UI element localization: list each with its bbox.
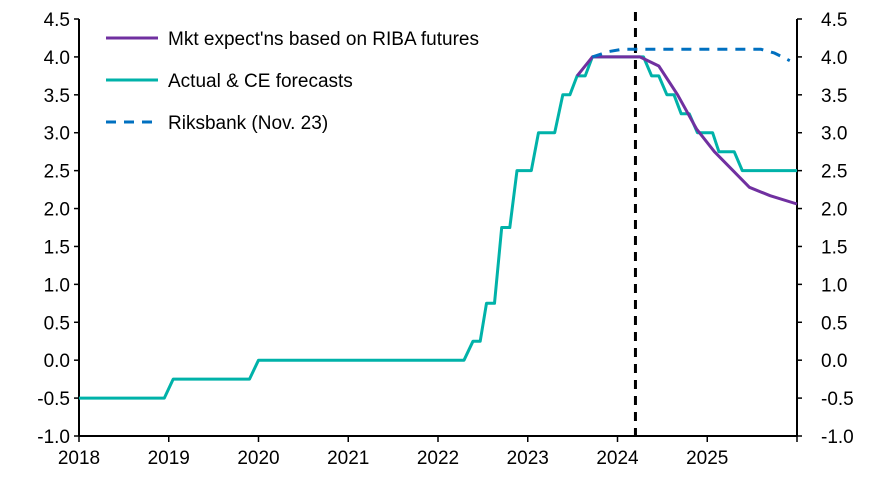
y-tick-label-left: 4.0	[44, 48, 70, 69]
y-tick-label-right: 2.0	[821, 200, 847, 221]
y-tick-label-right: -1.0	[821, 427, 854, 448]
y-tick-label-right: 0.0	[821, 351, 847, 372]
y-tick-label-right: 1.5	[821, 237, 847, 258]
y-tick-label-right: 1.0	[821, 275, 847, 296]
y-tick-label-right: 4.5	[821, 10, 847, 31]
x-tick-label: 2022	[417, 448, 459, 469]
x-tick-label: 2025	[686, 448, 728, 469]
y-tick-label-left: 1.5	[44, 237, 70, 258]
y-tick-label-right: 3.0	[821, 124, 847, 145]
series-line-2	[591, 47, 791, 63]
x-tick-label: 2019	[148, 448, 190, 469]
y-tick-label-right: 2.5	[821, 162, 847, 183]
legend-label-1: Actual & CE forecasts	[168, 71, 353, 92]
y-tick-label-left: 2.5	[44, 162, 70, 183]
x-tick-label: 2021	[327, 448, 369, 469]
y-tick-label-left: 3.0	[44, 124, 70, 145]
x-tick-label: 2018	[58, 448, 100, 469]
x-tick-label: 2023	[507, 448, 549, 469]
y-tick-label-right: 3.5	[821, 86, 847, 107]
y-tick-label-left: 1.0	[44, 275, 70, 296]
y-tick-label-left: 2.0	[44, 200, 70, 221]
y-tick-label-left: -1.0	[37, 427, 70, 448]
y-tick-label-left: 4.5	[44, 10, 70, 31]
x-tick-label: 2020	[237, 448, 279, 469]
legend-label-0: Mkt expect'ns based on RIBA futures	[168, 29, 479, 50]
y-tick-label-right: 0.5	[821, 313, 847, 334]
y-tick-label-right: -0.5	[821, 389, 854, 410]
y-tick-label-left: 0.0	[44, 351, 70, 372]
legend-label-2: Riksbank (Nov. 23)	[168, 113, 328, 134]
x-tick-label: 2024	[596, 448, 639, 469]
y-tick-label-left: 0.5	[44, 313, 70, 334]
series-line-1	[79, 55, 797, 400]
y-tick-label-left: -0.5	[37, 389, 70, 410]
series-line-0	[575, 55, 798, 206]
y-tick-label-right: 4.0	[821, 48, 847, 69]
y-tick-label-left: 3.5	[44, 86, 70, 107]
